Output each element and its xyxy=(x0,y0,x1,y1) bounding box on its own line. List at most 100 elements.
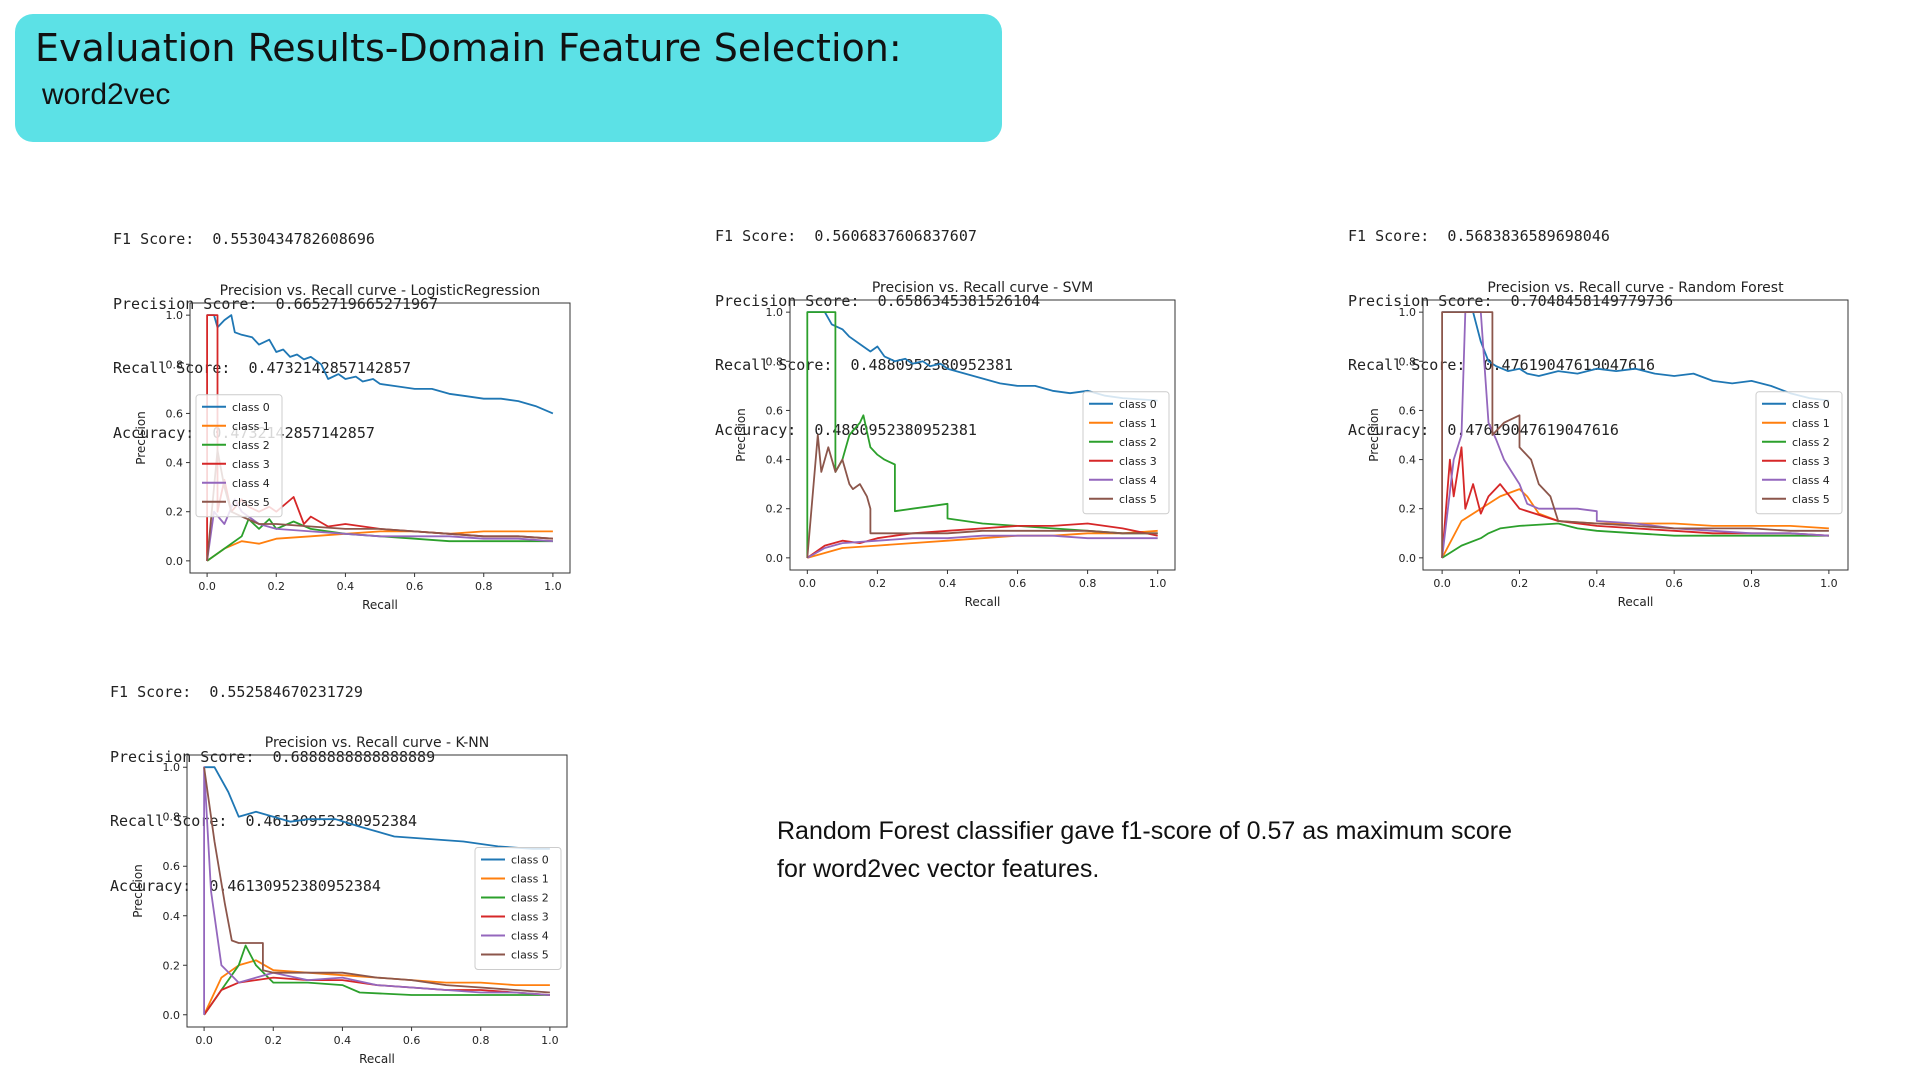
chart-title: Precision vs. Recall curve - LogisticReg… xyxy=(220,283,541,299)
x-axis-label: Recall xyxy=(1618,595,1654,609)
x-tick-label: 0.4 xyxy=(939,577,957,590)
legend-label-class-2: class 2 xyxy=(1792,436,1830,449)
y-tick-label: 0.4 xyxy=(163,910,181,923)
legend-label-class-4: class 4 xyxy=(511,929,549,942)
legend-label-class-4: class 4 xyxy=(1119,474,1157,487)
y-tick-label: 0.2 xyxy=(166,506,184,519)
legend-label-class-3: class 3 xyxy=(1119,455,1157,468)
series-line-class-3 xyxy=(806,522,1158,559)
y-tick-label: 0.8 xyxy=(166,358,184,371)
x-tick-label: 1.0 xyxy=(541,1034,559,1047)
legend-label-class-2: class 2 xyxy=(1119,436,1157,449)
plot-frame xyxy=(189,302,571,574)
y-tick-label: 0.8 xyxy=(766,355,784,368)
x-tick-label: 0.0 xyxy=(799,577,817,590)
pr-chart-logistic-regression: Precision vs. Recall curve - LogisticReg… xyxy=(134,283,571,612)
legend-label-class-5: class 5 xyxy=(1119,493,1157,506)
x-tick-label: 1.0 xyxy=(1149,577,1167,590)
conclusion-text: Random Forest classifier gave f1-score o… xyxy=(777,812,1512,888)
y-tick-label: 0.2 xyxy=(766,503,784,516)
x-tick-label: 0.8 xyxy=(1743,577,1761,590)
f1-score-line: F1 Score: 0.5530434782608696 xyxy=(113,230,375,248)
f1-score-line: F1 Score: 0.5606837606837607 xyxy=(715,227,977,245)
f1-score-line: F1 Score: 0.5683836589698046 xyxy=(1348,227,1610,245)
y-axis-label: Precision xyxy=(134,411,148,465)
title-banner xyxy=(15,14,1002,142)
chart-title: Precision vs. Recall curve - SVM xyxy=(872,280,1093,296)
series-line-class-4 xyxy=(203,766,550,1015)
recall-score-line: Recall Score: 0.46130952380952384 xyxy=(110,812,418,830)
series-line-class-3 xyxy=(1441,446,1829,558)
x-tick-label: 0.0 xyxy=(1433,577,1451,590)
x-tick-label: 0.2 xyxy=(1511,577,1529,590)
metrics-block-knn: F1 Score: 0.552584670231729 Precision Sc… xyxy=(110,639,435,919)
y-tick-label: 0.4 xyxy=(1399,454,1417,467)
x-tick-label: 0.2 xyxy=(268,580,286,593)
f1-score-line: F1 Score: 0.552584670231729 xyxy=(110,683,363,701)
legend-label-class-3: class 3 xyxy=(511,910,549,923)
series-line-class-5 xyxy=(203,767,550,994)
legend-label-class-0: class 0 xyxy=(232,401,270,414)
recall-score-line: Recall Score: 0.47619047619047616 xyxy=(1348,356,1656,374)
pr-chart-knn: Precision vs. Recall curve - K-NN 0.0 0.2 0… xyxy=(131,735,568,1066)
y-axis-label: Precision xyxy=(131,864,145,918)
y-tick-label: 1.0 xyxy=(163,761,181,774)
x-tick-label: 0.4 xyxy=(334,1034,352,1047)
y-tick-label: 0.6 xyxy=(766,404,784,417)
y-tick-label: 0.8 xyxy=(163,811,181,824)
conclusion-line-1: Random Forest classifier gave f1-score o… xyxy=(777,817,1512,845)
pr-chart-random-forest: Precision vs. Recall curve - Random Fore… xyxy=(1367,280,1849,609)
y-tick-label: 0.4 xyxy=(766,454,784,467)
legend-label-class-2: class 2 xyxy=(511,891,549,904)
y-tick-label: 1.0 xyxy=(166,309,184,322)
series-line-class-0 xyxy=(207,314,554,415)
x-tick-label: 1.0 xyxy=(544,580,562,593)
series-line-class-2 xyxy=(206,518,553,562)
y-tick-label: 0.2 xyxy=(1399,503,1417,516)
chart-title: Precision vs. Recall curve - Random Fore… xyxy=(1487,280,1784,296)
y-tick-label: 0.6 xyxy=(166,407,184,420)
legend-label-class-2: class 2 xyxy=(232,439,270,452)
series-line-class-2 xyxy=(203,944,550,1016)
x-tick-label: 0.8 xyxy=(475,580,493,593)
x-tick-label: 0.6 xyxy=(403,1034,421,1047)
legend-label-class-0: class 0 xyxy=(1119,398,1157,411)
y-tick-label: 0.6 xyxy=(1399,404,1417,417)
accuracy-line: Accuracy: 0.4880952380952381 xyxy=(715,420,977,439)
legend-label-class-0: class 0 xyxy=(511,853,549,866)
plot-frame xyxy=(789,299,1176,571)
legend-label-class-1: class 1 xyxy=(1792,417,1830,430)
legend-label-class-0: class 0 xyxy=(1792,398,1830,411)
pr-chart-svm: Precision vs. Recall curve - SVM 0.0 0.2 0.… xyxy=(734,280,1176,609)
x-axis-label: Recall xyxy=(359,1052,395,1066)
y-tick-label: 0.8 xyxy=(1399,355,1417,368)
chart-title: Precision vs. Recall curve - K-NN xyxy=(265,735,490,751)
series-line-class-0 xyxy=(204,766,550,850)
legend-label-class-4: class 4 xyxy=(232,477,270,490)
y-tick-label: 1.0 xyxy=(1399,306,1417,319)
x-tick-label: 0.6 xyxy=(1009,577,1027,590)
accuracy-line: Accuracy: 0.46130952380952384 xyxy=(110,876,381,895)
legend-label-class-5: class 5 xyxy=(1792,493,1830,506)
x-tick-label: 0.4 xyxy=(337,580,355,593)
legend-label-class-4: class 4 xyxy=(1792,474,1830,487)
page-subtitle: word2vec xyxy=(42,78,171,111)
legend-label-class-3: class 3 xyxy=(232,458,270,471)
x-tick-label: 1.0 xyxy=(1820,577,1838,590)
legend-label-class-3: class 3 xyxy=(1792,455,1830,468)
x-tick-label: 0.0 xyxy=(198,580,216,593)
x-tick-label: 0.8 xyxy=(472,1034,490,1047)
legend-label-class-1: class 1 xyxy=(511,872,549,885)
y-tick-label: 0.6 xyxy=(163,860,181,873)
y-axis-label: Precision xyxy=(734,408,748,462)
x-tick-label: 0.2 xyxy=(265,1034,283,1047)
y-tick-label: 0.2 xyxy=(163,959,181,972)
y-tick-label: 0.0 xyxy=(163,1009,181,1022)
series-line-class-4 xyxy=(806,534,1158,559)
series-line-class-5 xyxy=(1441,311,1829,558)
x-axis-label: Recall xyxy=(362,598,398,612)
legend-label-class-5: class 5 xyxy=(232,496,270,509)
x-axis-label: Recall xyxy=(965,595,1001,609)
y-tick-label: 1.0 xyxy=(766,306,784,319)
page-title: Evaluation Results-Domain Feature Select… xyxy=(35,26,902,70)
